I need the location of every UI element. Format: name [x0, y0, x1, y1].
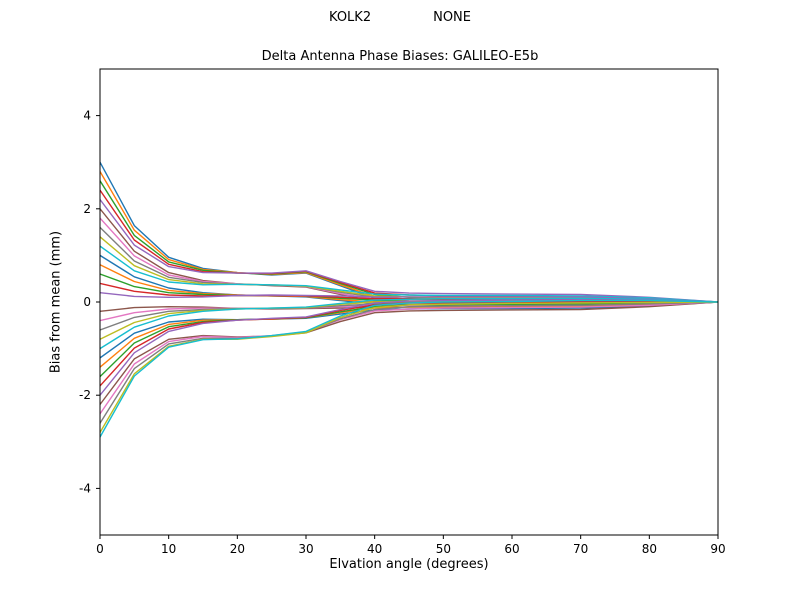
x-tick-label: 90: [710, 542, 725, 556]
bias-line: [100, 301, 718, 368]
y-tick-label: -2: [79, 388, 91, 402]
bias-line: [100, 301, 718, 359]
x-tick-label: 30: [298, 542, 313, 556]
y-axis-label: Bias from mean (mm): [48, 230, 64, 374]
bias-line: [100, 300, 718, 387]
y-tick-label: 0: [83, 295, 91, 309]
bias-line: [100, 299, 718, 396]
antenna-label: NONE: [433, 10, 471, 25]
plot-lines: [100, 161, 718, 438]
bias-line: [100, 245, 718, 303]
bias-line: [100, 301, 718, 434]
bias-line: [100, 299, 718, 438]
y-tick-label: -4: [79, 481, 91, 495]
bias-line: [100, 301, 718, 378]
figure-suptitle: KOLK2 NONE: [0, 10, 800, 25]
station-label: KOLK2: [329, 10, 372, 25]
x-tick-label: 50: [436, 542, 451, 556]
y-tick-label: 4: [83, 109, 91, 123]
bias-line: [100, 301, 718, 424]
chart-title: Delta Antenna Phase Biases: GALILEO-E5b: [261, 49, 539, 64]
bias-line: [100, 292, 718, 303]
bias-line: [100, 301, 718, 415]
x-tick-label: 80: [642, 542, 657, 556]
bias-line: [100, 217, 718, 304]
y-tick-label: 2: [83, 202, 91, 216]
bias-line: [100, 208, 718, 305]
suptitle-row: KOLK2 NONE: [329, 10, 471, 25]
x-tick-label: 60: [504, 542, 519, 556]
x-tick-label: 40: [367, 542, 382, 556]
x-tick-label: 0: [96, 542, 104, 556]
x-tick-label: 20: [230, 542, 245, 556]
bias-line: [100, 189, 718, 303]
bias-line: [100, 198, 718, 303]
bias-line: [100, 301, 718, 406]
x-tick-label: 70: [573, 542, 588, 556]
bias-line: [100, 297, 718, 350]
x-tick-label: 10: [161, 542, 176, 556]
x-axis-label: Elvation angle (degrees): [329, 557, 489, 572]
